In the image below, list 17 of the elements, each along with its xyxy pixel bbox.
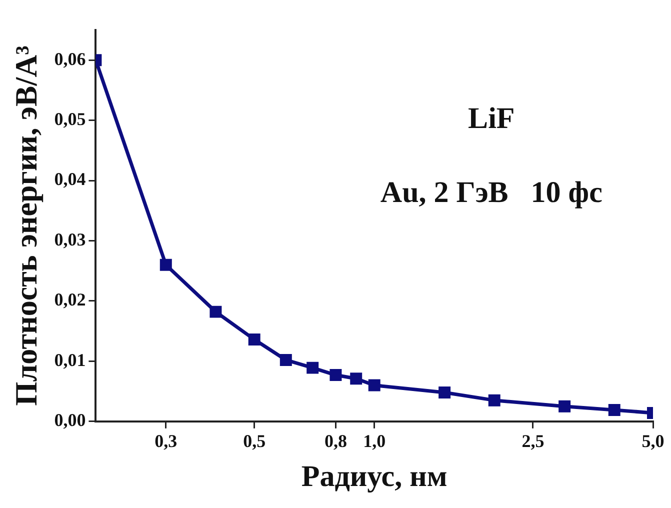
y-tick-label: 0,03	[54, 229, 86, 250]
x-tick-label: 0,8	[324, 430, 347, 451]
annotation: LiF	[468, 102, 515, 135]
y-axis-title: Плотность энергии, эВ/А³	[8, 46, 44, 406]
y-tick-label: 0,02	[54, 290, 86, 310]
y-tick-label: 0,05	[54, 108, 86, 129]
y-tick-label: 0,04	[54, 169, 86, 190]
x-tick-label: 1,0	[363, 430, 386, 451]
x-tick-label: 5,0	[642, 430, 664, 451]
y-tick-label: 0,06	[54, 48, 86, 69]
x-tick-label: 0,5	[243, 430, 266, 451]
y-tick-label: 0,00	[54, 410, 86, 430]
x-axis-title: Радиус, нм	[301, 460, 448, 493]
annotation: Au, 2 ГэВ 10 фс	[380, 176, 602, 210]
x-tick-label: 0,3	[154, 430, 178, 451]
x-tick-label: 2,5	[522, 430, 544, 451]
y-tick-label: 0,01	[54, 350, 86, 370]
